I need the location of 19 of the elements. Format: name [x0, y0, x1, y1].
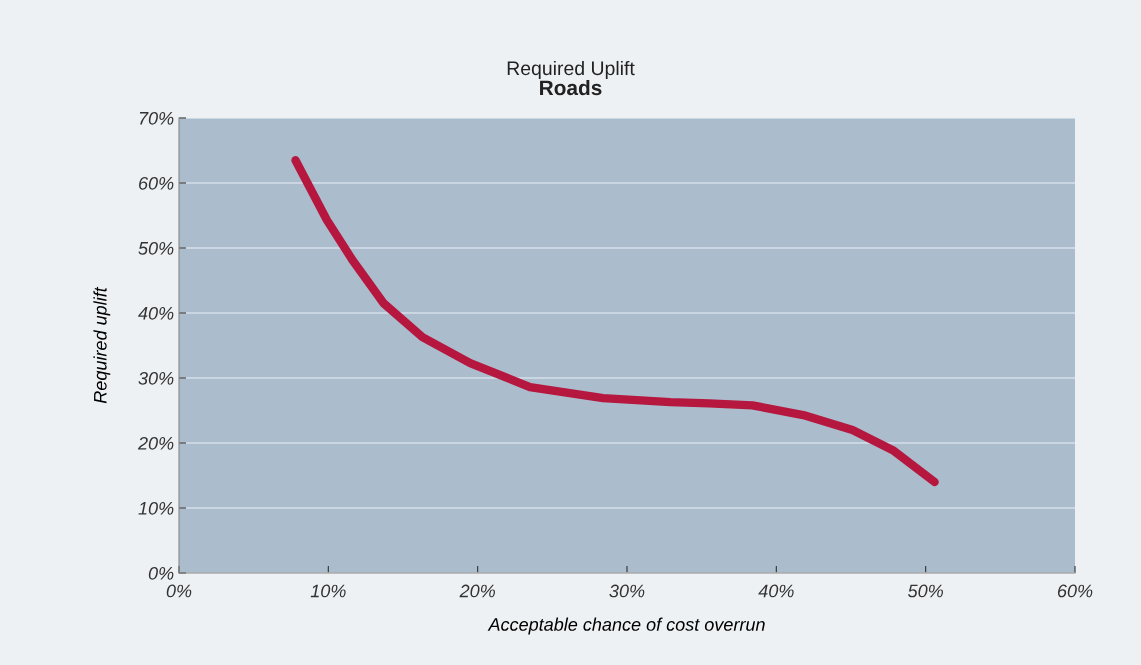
- x-tick-label: 50%: [908, 584, 943, 598]
- y-tick-label: 30%: [138, 371, 174, 385]
- y-tick-label: 0%: [148, 566, 174, 580]
- y-tick-label: 10%: [138, 501, 174, 515]
- x-tick-label: 0%: [166, 584, 192, 598]
- x-tick-label: 30%: [609, 584, 645, 598]
- y-tick-label: 40%: [138, 306, 174, 320]
- chart-title: Required Uplift: [507, 60, 635, 80]
- y-tick-label: 60%: [139, 176, 174, 190]
- y-tick-label: 70%: [139, 111, 174, 125]
- y-axis-title: Required uplift: [93, 286, 111, 404]
- chart-subtitle: Roads: [540, 79, 602, 96]
- x-axis-title: Acceptable chance of cost overrun: [487, 617, 765, 635]
- x-tick-label: 40%: [758, 584, 794, 598]
- x-tick-label: 60%: [1057, 584, 1093, 598]
- x-tick-label: 20%: [459, 584, 495, 598]
- x-tick-label: 10%: [310, 584, 346, 598]
- y-tick-label: 20%: [137, 436, 174, 450]
- y-tick-label: 50%: [138, 241, 174, 255]
